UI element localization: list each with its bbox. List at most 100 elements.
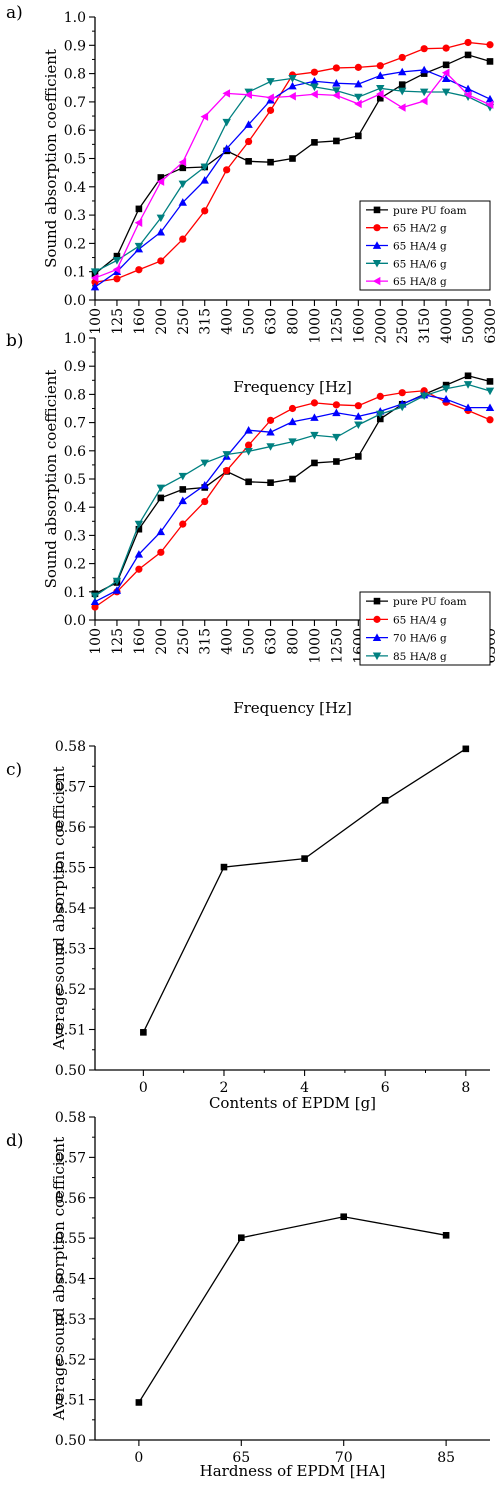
data-point <box>288 404 297 413</box>
data-point <box>178 198 187 206</box>
y-tick-label: 0.4 <box>64 180 86 196</box>
y-tick-label: 0.53 <box>55 1312 86 1328</box>
data-point <box>90 282 100 291</box>
data-point <box>140 1029 147 1036</box>
data-point <box>419 96 428 106</box>
y-tick-label: 0.0 <box>64 613 86 629</box>
data-point <box>135 266 143 274</box>
data-point <box>486 378 494 385</box>
x-tick-label: 8 <box>461 1080 470 1096</box>
panel-label: b) <box>6 331 24 351</box>
data-point <box>90 273 99 283</box>
x-axis-title: Frequency [Hz] <box>233 699 352 717</box>
data-point <box>90 268 100 276</box>
y-tick-label: 0.56 <box>55 1191 86 1207</box>
data-point <box>420 70 428 77</box>
data-point <box>200 163 209 172</box>
data-point <box>244 88 253 97</box>
data-point <box>310 413 319 421</box>
x-tick-label: 0 <box>139 1080 148 1096</box>
series-line <box>142 748 467 1033</box>
y-tick-label: 0.4 <box>64 500 86 516</box>
data-point <box>179 164 187 172</box>
data-point <box>310 77 319 85</box>
legend-marker <box>373 224 381 232</box>
series-65-ha-8-g <box>90 68 494 283</box>
data-point <box>200 112 209 121</box>
data-point <box>419 88 429 97</box>
x-tick-label: 800 <box>286 308 302 335</box>
data-point <box>156 227 166 236</box>
x-tick-label: 6300 <box>483 308 499 344</box>
y-tick-label: 0.57 <box>55 780 86 796</box>
data-point <box>244 426 253 434</box>
data-point <box>266 78 275 86</box>
data-point <box>310 83 319 92</box>
y-tick-label: 0.9 <box>64 359 86 375</box>
data-point <box>134 218 143 227</box>
x-tick-label: 1600 <box>351 308 367 344</box>
data-point <box>200 176 209 184</box>
data-point <box>90 597 100 606</box>
data-point <box>398 87 407 96</box>
legend-label: pure PU foam <box>393 596 467 608</box>
data-point <box>442 381 450 389</box>
x-tick-label: 200 <box>154 628 170 655</box>
legend: pure PU foam 65 HA/4 g 70 HA/6 g 85 HA/8 g <box>359 591 491 666</box>
x-tick-label: 125 <box>110 308 126 335</box>
data-point <box>222 118 231 127</box>
data-point <box>419 392 429 401</box>
data-point <box>156 527 166 536</box>
x-tick-label: 70 <box>335 1450 353 1466</box>
series-70-ha-6-g <box>90 390 495 606</box>
y-tick-label: 0.7 <box>64 95 86 111</box>
data-point <box>135 205 143 213</box>
data-point <box>245 441 253 449</box>
data-point <box>267 158 274 166</box>
legend: pure PU foam 65 HA/2 g 65 HA/4 g 65 HA/6 g 6… <box>359 200 491 291</box>
data-point <box>288 92 296 101</box>
x-tick-label: 100 <box>88 308 104 335</box>
data-point <box>340 1213 348 1221</box>
data-point <box>178 496 187 505</box>
data-point <box>333 458 340 465</box>
y-tick-label: 0.50 <box>55 1433 86 1449</box>
x-axis-title: Contents of EPDM [g] <box>209 1094 376 1112</box>
data-point <box>244 448 253 456</box>
data-point <box>178 180 187 189</box>
data-point <box>376 415 384 423</box>
data-point <box>267 479 274 486</box>
data-point <box>266 93 274 102</box>
y-tick-label: 0.9 <box>64 38 86 54</box>
x-tick-label: 400 <box>220 628 236 655</box>
data-point <box>157 174 165 181</box>
x-tick-label: 250 <box>176 308 192 335</box>
x-tick-label: 100 <box>88 628 104 655</box>
data-point <box>179 235 187 243</box>
data-point <box>398 67 407 76</box>
data-point <box>91 603 99 611</box>
data-point <box>135 525 143 533</box>
data-point <box>376 84 385 93</box>
data-point <box>222 144 231 152</box>
legend-marker <box>372 241 382 249</box>
legend-marker <box>373 206 381 214</box>
y-tick-label: 0.54 <box>55 901 86 917</box>
x-tick-label: 3150 <box>417 308 433 344</box>
data-point <box>354 99 362 109</box>
data-point <box>201 497 209 506</box>
data-point <box>266 416 275 424</box>
data-point <box>398 53 406 62</box>
data-point <box>200 459 209 468</box>
data-point <box>442 61 450 69</box>
data-point <box>332 408 341 417</box>
data-point <box>237 1234 245 1242</box>
data-point <box>376 62 384 70</box>
data-point <box>134 520 144 529</box>
y-axis-title: Average sound absorption coefficient <box>50 1137 68 1421</box>
panel-label: a) <box>6 3 23 23</box>
x-tick-label: 4000 <box>439 308 455 344</box>
data-point <box>354 93 363 102</box>
legend-label: 65 HA/2 g <box>393 223 447 235</box>
data-point <box>462 745 470 753</box>
